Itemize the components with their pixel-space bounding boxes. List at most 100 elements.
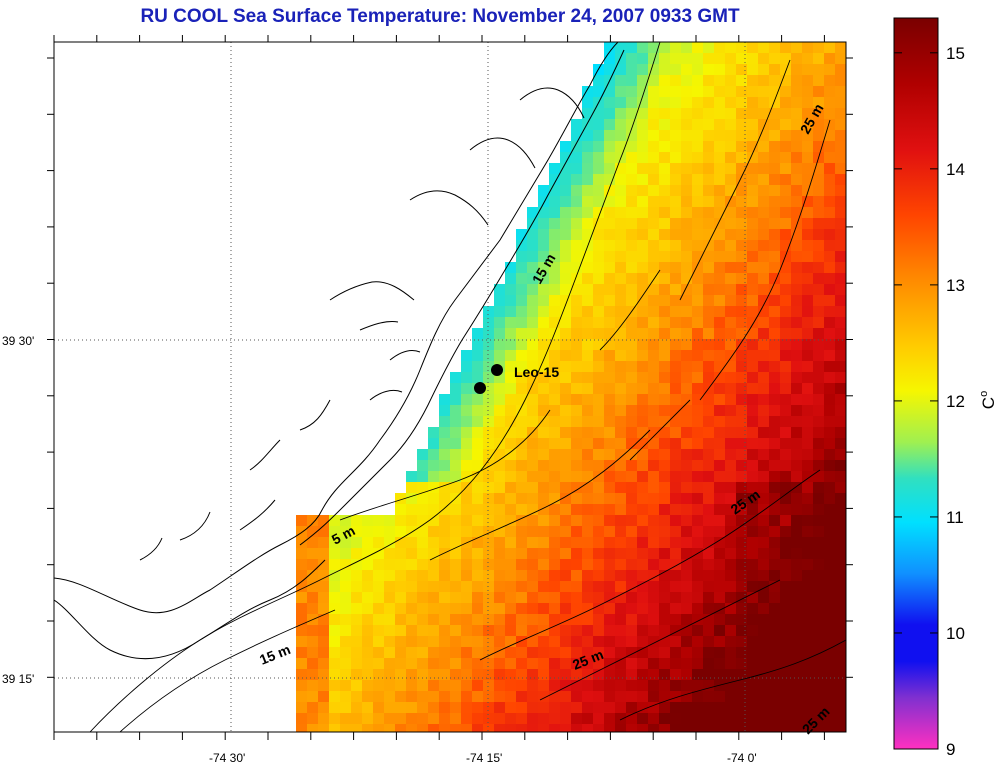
temperature-cell (637, 64, 649, 76)
temperature-cell (670, 207, 682, 219)
temperature-cell (824, 449, 836, 461)
temperature-cell (417, 625, 429, 637)
temperature-cell (659, 185, 671, 197)
temperature-cell (362, 713, 374, 725)
temperature-cell (670, 174, 682, 186)
temperature-cell (714, 306, 726, 318)
temperature-cell (703, 724, 715, 732)
temperature-cell (758, 515, 770, 527)
temperature-cell (505, 416, 517, 428)
temperature-cell (769, 185, 781, 197)
temperature-cell (615, 108, 627, 120)
temperature-cell (780, 636, 792, 648)
temperature-cell (560, 702, 572, 714)
temperature-cell (692, 625, 704, 637)
temperature-cell (780, 218, 792, 230)
temperature-cell (824, 119, 836, 131)
temperature-cell (626, 185, 638, 197)
temperature-cell (395, 559, 407, 571)
temperature-cell (791, 86, 803, 98)
temperature-cell (835, 603, 846, 615)
temperature-cell (659, 581, 671, 593)
temperature-cell (802, 647, 814, 659)
temperature-cell (296, 603, 308, 615)
temperature-cell (659, 229, 671, 241)
temperature-cell (340, 636, 352, 648)
temperature-cell (494, 471, 506, 483)
temperature-cell (659, 262, 671, 274)
temperature-cell (824, 361, 836, 373)
temperature-cell (472, 438, 484, 450)
temperature-cell (373, 515, 385, 527)
temperature-cell (538, 306, 550, 318)
temperature-cell (505, 559, 517, 571)
temperature-cell (758, 141, 770, 153)
temperature-cell (461, 548, 473, 560)
temperature-cell (769, 240, 781, 252)
temperature-cell (659, 614, 671, 626)
temperature-cell (450, 702, 462, 714)
temperature-cell (494, 625, 506, 637)
temperature-cell (307, 658, 319, 670)
temperature-cell (791, 64, 803, 76)
temperature-cell (714, 471, 726, 483)
temperature-cell (450, 713, 462, 725)
temperature-cell (571, 526, 583, 538)
temperature-cell (296, 669, 308, 681)
temperature-cell (340, 515, 352, 527)
temperature-cell (736, 328, 748, 340)
temperature-cell (527, 724, 539, 732)
temperature-cell (780, 504, 792, 516)
temperature-cell (813, 548, 825, 560)
temperature-cell (791, 603, 803, 615)
temperature-cell (582, 394, 594, 406)
temperature-cell (604, 53, 616, 65)
temperature-cell (703, 251, 715, 263)
temperature-cell (703, 559, 715, 571)
temperature-cell (505, 614, 517, 626)
temperature-cell (780, 614, 792, 626)
temperature-cell (461, 581, 473, 593)
temperature-cell (681, 97, 693, 109)
temperature-cell (395, 581, 407, 593)
temperature-cell (626, 449, 638, 461)
temperature-cell (549, 449, 561, 461)
temperature-cell (615, 669, 627, 681)
temperature-cell (659, 438, 671, 450)
temperature-cell (549, 537, 561, 549)
temperature-cell (582, 614, 594, 626)
temperature-cell (780, 174, 792, 186)
temperature-cell (648, 394, 660, 406)
temperature-cell (714, 427, 726, 439)
temperature-cell (725, 163, 737, 175)
temperature-cell (582, 174, 594, 186)
temperature-cell (582, 493, 594, 505)
temperature-cell (428, 493, 440, 505)
temperature-cell (571, 438, 583, 450)
temperature-cell (615, 592, 627, 604)
temperature-cell (362, 614, 374, 626)
temperature-cell (769, 647, 781, 659)
temperature-cell (659, 669, 671, 681)
temperature-cell (560, 669, 572, 681)
temperature-cell (714, 328, 726, 340)
temperature-cell (670, 339, 682, 351)
temperature-cell (725, 647, 737, 659)
temperature-cell (659, 251, 671, 263)
temperature-cell (505, 405, 517, 417)
temperature-cell (307, 581, 319, 593)
temperature-cell (692, 504, 704, 516)
temperature-cell (670, 196, 682, 208)
temperature-cell (582, 636, 594, 648)
temperature-cell (329, 548, 341, 560)
temperature-cell (582, 647, 594, 659)
temperature-cell (648, 691, 660, 703)
temperature-cell (780, 295, 792, 307)
temperature-cell (835, 592, 846, 604)
temperature-cell (648, 570, 660, 582)
temperature-cell (736, 262, 748, 274)
temperature-cell (406, 493, 418, 505)
temperature-cell (560, 449, 572, 461)
temperature-cell (505, 647, 517, 659)
temperature-cell (824, 64, 836, 76)
